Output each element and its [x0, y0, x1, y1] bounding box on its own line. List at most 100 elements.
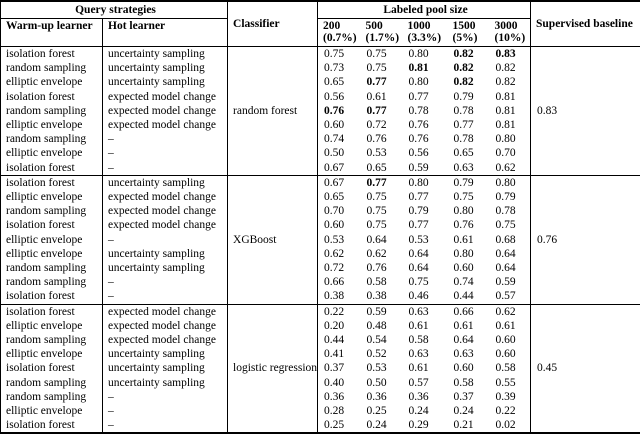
- value-cell: 0.64: [490, 261, 531, 275]
- value-cell: 0.81: [490, 90, 531, 104]
- warmup-learner-cell: elliptic envelope: [1, 247, 103, 261]
- value-cell: 0.21: [448, 418, 490, 433]
- header-pool-col-200: 200 (0.7%): [318, 19, 361, 47]
- value-cell: 0.24: [361, 418, 403, 433]
- header-hot-learner: Hot learner: [103, 19, 228, 47]
- pool-pct-label: (1.7%): [366, 32, 401, 44]
- value-cell: 0.39: [490, 390, 531, 404]
- warmup-learner-cell: isolation forest: [1, 90, 103, 104]
- value-cell: 0.24: [403, 404, 448, 418]
- hot-learner-cell: uncertainty sampling: [103, 376, 228, 390]
- value-cell: 0.66: [318, 275, 361, 289]
- header-query-strategies: Query strategies: [1, 1, 228, 19]
- value-cell: 0.80: [403, 75, 448, 89]
- pool-size-label: 500: [366, 20, 401, 32]
- value-cell: 0.60: [318, 218, 361, 232]
- value-cell: 0.52: [361, 347, 403, 361]
- value-cell: 0.76: [318, 104, 361, 118]
- baseline-cell: 0.76: [531, 175, 640, 304]
- pool-pct-label: (3.3%): [408, 32, 446, 44]
- value-cell: 0.57: [490, 289, 531, 304]
- value-cell: 0.46: [403, 289, 448, 304]
- value-cell: 0.24: [448, 404, 490, 418]
- value-cell: 0.58: [361, 275, 403, 289]
- value-cell: 0.77: [403, 90, 448, 104]
- value-cell: 0.61: [448, 233, 490, 247]
- hot-learner-cell: uncertainty sampling: [103, 75, 228, 89]
- warmup-learner-cell: isolation forest: [1, 47, 103, 62]
- hot-learner-cell: –: [103, 418, 228, 433]
- value-cell: 0.83: [490, 47, 531, 62]
- hot-learner-cell: expected model change: [103, 218, 228, 232]
- value-cell: 0.25: [361, 404, 403, 418]
- value-cell: 0.54: [361, 333, 403, 347]
- value-cell: 0.44: [448, 289, 490, 304]
- pool-size-label: 3000: [495, 20, 529, 32]
- value-cell: 0.80: [448, 204, 490, 218]
- warmup-learner-cell: elliptic envelope: [1, 319, 103, 333]
- value-cell: 0.61: [403, 361, 448, 375]
- value-cell: 0.36: [318, 390, 361, 404]
- hot-learner-cell: expected model change: [103, 319, 228, 333]
- hot-learner-cell: –: [103, 390, 228, 404]
- value-cell: 0.64: [448, 333, 490, 347]
- hot-learner-cell: uncertainty sampling: [103, 47, 228, 62]
- value-cell: 0.77: [403, 218, 448, 232]
- header-pool-col-500: 500 (1.7%): [361, 19, 403, 47]
- value-cell: 0.58: [490, 361, 531, 375]
- classifier-cell: logistic regression: [228, 304, 318, 433]
- value-cell: 0.73: [318, 61, 361, 75]
- value-cell: 0.37: [318, 361, 361, 375]
- value-cell: 0.79: [403, 204, 448, 218]
- value-cell: 0.63: [403, 347, 448, 361]
- value-cell: 0.75: [361, 190, 403, 204]
- warmup-learner-cell: random sampling: [1, 261, 103, 275]
- value-cell: 0.55: [490, 376, 531, 390]
- value-cell: 0.64: [403, 261, 448, 275]
- value-cell: 0.53: [403, 233, 448, 247]
- header-group-row: Query strategies Classifier Labeled pool…: [1, 1, 640, 19]
- value-cell: 0.68: [490, 233, 531, 247]
- value-cell: 0.61: [490, 319, 531, 333]
- warmup-learner-cell: random sampling: [1, 376, 103, 390]
- baseline-cell: 0.83: [531, 47, 640, 176]
- warmup-learner-cell: elliptic envelope: [1, 118, 103, 132]
- value-cell: 0.29: [403, 418, 448, 433]
- value-cell: 0.78: [490, 204, 531, 218]
- warmup-learner-cell: elliptic envelope: [1, 75, 103, 89]
- hot-learner-cell: –: [103, 275, 228, 289]
- baseline-cell: 0.45: [531, 304, 640, 433]
- warmup-learner-cell: elliptic envelope: [1, 190, 103, 204]
- value-cell: 0.76: [403, 118, 448, 132]
- value-cell: 0.65: [448, 146, 490, 160]
- value-cell: 0.36: [361, 390, 403, 404]
- value-cell: 0.53: [318, 233, 361, 247]
- value-cell: 0.64: [361, 233, 403, 247]
- value-cell: 0.79: [490, 190, 531, 204]
- value-cell: 0.72: [361, 118, 403, 132]
- hot-learner-cell: expected model change: [103, 204, 228, 218]
- value-cell: 0.74: [448, 275, 490, 289]
- header-supervised-baseline: Supervised baseline: [531, 1, 640, 47]
- value-cell: 0.60: [490, 347, 531, 361]
- value-cell: 0.40: [318, 376, 361, 390]
- value-cell: 0.75: [448, 190, 490, 204]
- value-cell: 0.76: [361, 132, 403, 146]
- value-cell: 0.81: [490, 104, 531, 118]
- value-cell: 0.75: [361, 218, 403, 232]
- hot-learner-cell: –: [103, 289, 228, 304]
- warmup-learner-cell: isolation forest: [1, 218, 103, 232]
- value-cell: 0.75: [361, 61, 403, 75]
- value-cell: 0.77: [361, 175, 403, 190]
- value-cell: 0.36: [403, 390, 448, 404]
- header-labeled-pool-size: Labeled pool size: [318, 1, 531, 19]
- value-cell: 0.77: [361, 75, 403, 89]
- value-cell: 0.64: [490, 247, 531, 261]
- hot-learner-cell: expected model change: [103, 104, 228, 118]
- hot-learner-cell: expected model change: [103, 304, 228, 319]
- value-cell: 0.53: [361, 146, 403, 160]
- hot-learner-cell: expected model change: [103, 190, 228, 204]
- pool-pct-label: (5%): [453, 32, 488, 44]
- value-cell: 0.67: [318, 161, 361, 176]
